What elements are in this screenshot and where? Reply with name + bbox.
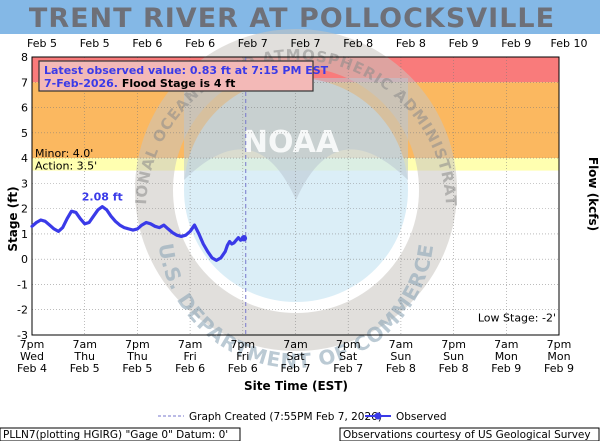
info-date: 7-Feb-2026. <box>44 77 118 90</box>
stage-threshold-labels: Minor: 4.0'Action: 3.5' Low Stage: -2' <box>35 147 556 325</box>
footer: Graph Created (7:55PM Feb 7, 2026) Obser… <box>0 411 600 441</box>
peak-label: 2.08 ft <box>82 191 123 204</box>
stage-tick-label: 5 <box>21 127 28 140</box>
top-axis-tick: Feb 9 <box>449 37 479 50</box>
courtesy-label: Observations courtesy of US Geological S… <box>343 429 591 441</box>
bottom-axis-tick: Feb 9 <box>491 362 521 375</box>
top-axis-tick: Feb 6 <box>185 37 215 50</box>
bottom-axis-tick: Sat <box>286 350 305 363</box>
title-banner <box>0 0 600 34</box>
watermark-ring <box>135 29 457 351</box>
bottom-axis-tick: Thu <box>73 350 95 363</box>
stage-tick-label: 1 <box>21 228 28 241</box>
top-axis-tick: Feb 7 <box>291 37 321 50</box>
bottom-axis-tick: 7am <box>178 338 202 351</box>
top-axis-tick: Feb 10 <box>551 37 588 50</box>
top-axis-tick: Feb 7 <box>238 37 268 50</box>
bottom-axis-tick: 7pm <box>336 338 361 351</box>
stage-tick-label: 6 <box>21 102 28 115</box>
bottom-axis-tick: Wed <box>20 350 44 363</box>
stage-tick-label: 7 <box>21 76 28 89</box>
watermark-gull <box>184 78 408 200</box>
courtesy-box <box>339 427 600 441</box>
bottom-axis-tick: 7pm <box>20 338 45 351</box>
bottom-axis-tick: 7am <box>389 338 413 351</box>
bottom-axis-tick: Feb 7 <box>333 362 363 375</box>
info-line-1: Latest observed value: 0.83 ft at 7:15 P… <box>44 64 329 77</box>
bottom-axis-tick: Feb 6 <box>175 362 205 375</box>
bottom-axis-tick: Feb 8 <box>386 362 416 375</box>
legend-observed-marker <box>374 412 382 420</box>
top-axis-tick: Feb 5 <box>27 37 57 50</box>
bottom-axis-tick: Thu <box>126 350 148 363</box>
top-axis-tick: Feb 9 <box>501 37 531 50</box>
bottom-axis-tick: Feb 5 <box>122 362 152 375</box>
stage-tick-label: 2 <box>21 203 28 216</box>
bottom-axis-tick: Sun <box>443 350 464 363</box>
stage-tick-label: 8 <box>21 51 28 64</box>
bottom-axis-tick: 7pm <box>441 338 466 351</box>
info-flood-stage: Flood Stage is 4 ft <box>118 77 235 90</box>
legend-created-label: Graph Created (7:55PM Feb 7, 2026) <box>189 411 382 423</box>
bottom-axis-tick: 7pm <box>125 338 150 351</box>
bottom-axis-tick: Feb 9 <box>544 362 574 375</box>
bottom-axis-tick: 7pm <box>547 338 572 351</box>
observed-series: 2.08 ft <box>30 191 248 262</box>
watermark-logo-text: NOAA <box>243 125 340 160</box>
y-axis-title: Stage (ft) <box>6 186 20 251</box>
legend-observed-label: Observed <box>396 411 447 423</box>
chart-title: TRENT RIVER AT POLLOCKSVILLE <box>29 3 555 34</box>
x-axis-title: Site Time (EST) <box>244 379 348 393</box>
bottom-axis-tick: Feb 4 <box>17 362 47 375</box>
latest-observed-point <box>240 235 248 242</box>
low-stage-label: Low Stage: -2' <box>478 312 556 325</box>
bottom-axis-tick: Sat <box>339 350 358 363</box>
top-axis-labels: Feb 5 Feb 5 Feb 6 Feb 6 Feb 7 Feb 7 Feb 8 Feb 8… <box>27 37 587 50</box>
latest-observation-box: Latest observed value: 0.83 ft at 7:15 P… <box>38 60 329 92</box>
top-axis-tick: Feb 5 <box>80 37 110 50</box>
stage-tick-label: 3 <box>21 177 28 190</box>
top-axis-tick: Feb 8 <box>343 37 373 50</box>
bottom-axis-tick: Feb 5 <box>70 362 100 375</box>
datum-box <box>0 427 241 441</box>
bottom-axis-tick: 7am <box>72 338 96 351</box>
info-line-2: 7-Feb-2026. Flood Stage is 4 ft <box>44 77 235 90</box>
bottom-axis-tick: Feb 8 <box>439 362 469 375</box>
plot-border <box>31 56 560 336</box>
bottom-axis-tick: Feb 6 <box>228 362 258 375</box>
observed-line <box>30 205 246 262</box>
stage-tick-label: -3 <box>17 329 28 342</box>
stage-tick-label: 4 <box>21 152 28 165</box>
datum-label: PLLN7(plotting HGIRG) "Gage 0" Datum: 0' <box>3 429 228 441</box>
info-box-bg <box>38 60 314 92</box>
bottom-axis-tick: 7am <box>494 338 518 351</box>
minor-stage-label: Minor: 4.0' <box>35 147 93 160</box>
bottom-axis-tick: Mon <box>495 350 518 363</box>
action-stage-label: Action: 3.5' <box>35 160 97 173</box>
bottom-axis-tick: Feb 7 <box>281 362 311 375</box>
stage-tick-label: -2 <box>17 304 28 317</box>
y2-axis-title: Flow (kcfs) <box>586 157 600 231</box>
bottom-axis-tick: Fri <box>236 350 249 363</box>
bottom-axis-tick: Fri <box>184 350 197 363</box>
bottom-axis-tick: Sun <box>390 350 411 363</box>
bottom-axis-tick: Mon <box>547 350 570 363</box>
top-axis-tick: Feb 8 <box>396 37 426 50</box>
top-axis-tick: Feb 6 <box>132 37 162 50</box>
bottom-axis-tick: 7pm <box>230 338 255 351</box>
bottom-axis-tick: 7am <box>283 338 307 351</box>
stage-axis-labels: -3 -2 -1 0 1 2 3 4 5 6 7 8 <box>17 51 28 342</box>
stage-tick-label: 0 <box>21 253 28 266</box>
stage-tick-label: -1 <box>17 278 28 291</box>
